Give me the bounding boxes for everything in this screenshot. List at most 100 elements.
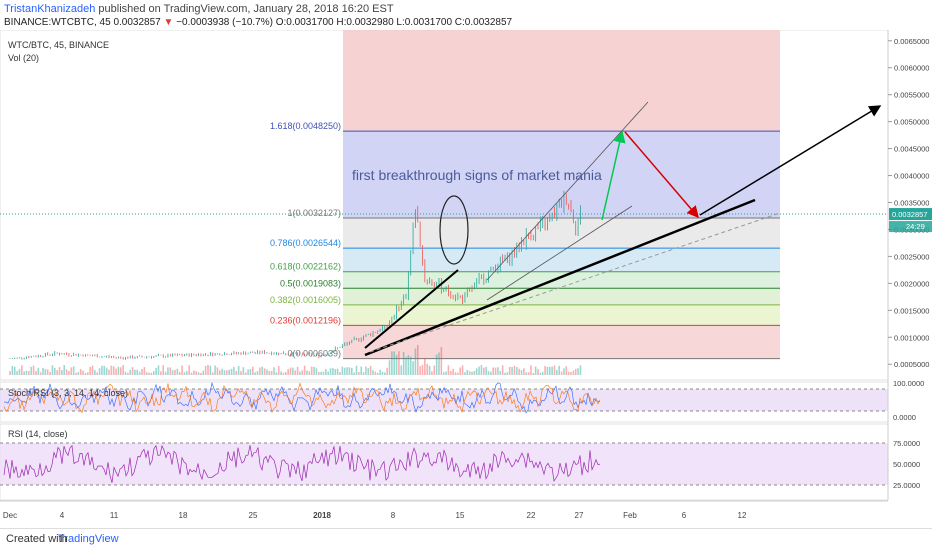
volume-bar bbox=[362, 372, 365, 375]
rsi-tick-label: 50.0000 bbox=[893, 460, 920, 469]
volume-bar bbox=[237, 366, 240, 375]
change-down-icon: ▼ bbox=[163, 17, 174, 28]
volume-bar bbox=[310, 366, 313, 375]
x-tick-label: 12 bbox=[738, 511, 747, 520]
x-tick-label: 4 bbox=[60, 511, 65, 520]
volume-bar bbox=[292, 367, 294, 375]
volume-bar bbox=[556, 370, 558, 375]
volume-bar bbox=[138, 371, 141, 375]
volume-bar bbox=[209, 365, 212, 375]
rsi-band bbox=[0, 443, 888, 485]
volume-bar bbox=[431, 371, 433, 375]
rsi-line bbox=[3, 444, 601, 483]
last-price-badge-text: 0.0032857 bbox=[892, 210, 927, 219]
volume-bar bbox=[341, 366, 344, 375]
volume-bar bbox=[485, 366, 487, 375]
volume-bar bbox=[183, 372, 186, 375]
volume-bar bbox=[372, 370, 374, 375]
volume-bar bbox=[452, 368, 454, 375]
volume-bar bbox=[256, 371, 259, 375]
volume-bar bbox=[383, 372, 386, 375]
volume-bar bbox=[567, 371, 570, 375]
volume-bar bbox=[570, 372, 572, 375]
volume-bar bbox=[490, 371, 492, 375]
volume-bar bbox=[75, 372, 77, 375]
chart-area[interactable]: 1.618(0.0048250) 1(0.0032127) 0.786(0.0026… bbox=[0, 29, 932, 528]
stoch-rsi-label: Stoch RSI (3, 3, 14, 14, close) bbox=[8, 388, 128, 398]
volume-bar bbox=[487, 371, 490, 375]
volume-bar bbox=[160, 371, 162, 375]
volume-bar bbox=[454, 372, 457, 375]
volume-bar bbox=[244, 372, 247, 375]
volume-bar bbox=[275, 372, 278, 375]
volume-bar bbox=[157, 365, 160, 375]
volume-bar bbox=[492, 367, 495, 375]
black-projection-arrow bbox=[699, 105, 882, 216]
fib-level-label: 0.5(0.0019083) bbox=[280, 278, 341, 288]
volume-bar bbox=[301, 370, 304, 375]
volume-bar bbox=[501, 365, 504, 375]
volume-bar bbox=[91, 365, 94, 375]
footer: Created with TradingView bbox=[0, 528, 932, 551]
volume-bar bbox=[174, 369, 176, 375]
y-tick-label: 0.0060000 bbox=[894, 64, 929, 73]
volume-bar bbox=[70, 367, 73, 375]
channel-lower-line bbox=[486, 205, 633, 301]
volume-bar bbox=[527, 372, 530, 375]
volume-bar bbox=[23, 371, 25, 375]
volume-bar bbox=[145, 372, 148, 375]
volume-bar bbox=[511, 367, 513, 375]
volume-bar bbox=[263, 368, 266, 375]
volume-bar bbox=[428, 365, 431, 375]
volume-bar bbox=[548, 366, 551, 375]
volume-bar bbox=[171, 370, 174, 375]
volume-bar bbox=[325, 369, 327, 375]
volume-bar bbox=[296, 366, 299, 375]
mania-circle bbox=[439, 195, 469, 265]
volume-bar bbox=[395, 354, 398, 375]
volume-bar bbox=[376, 372, 379, 375]
y-tick-label: 0.0010000 bbox=[894, 333, 929, 342]
volume-bar bbox=[494, 367, 497, 375]
volume-bar bbox=[115, 368, 117, 375]
volume-bar bbox=[84, 372, 87, 375]
volume-bar bbox=[58, 367, 61, 375]
volume-bar bbox=[367, 368, 370, 375]
fib-level-label: 0.786(0.0026544) bbox=[270, 238, 341, 248]
volume-bar bbox=[44, 369, 47, 375]
stoch-d-line bbox=[3, 382, 601, 414]
volume-bar bbox=[37, 367, 40, 375]
volume-bar bbox=[416, 344, 419, 375]
author-link[interactable]: TristanKhanizadeh bbox=[4, 3, 96, 15]
volume-bar bbox=[228, 369, 231, 375]
volume-bar bbox=[96, 372, 99, 375]
main-support-trendline bbox=[364, 198, 756, 357]
volume-bar bbox=[200, 372, 202, 375]
volume-bar bbox=[497, 367, 499, 375]
volume-bar bbox=[400, 365, 403, 375]
dashed-trendline bbox=[369, 212, 781, 353]
volume-bar bbox=[360, 366, 363, 375]
volume-bar bbox=[473, 370, 476, 375]
volume-bar bbox=[523, 368, 525, 375]
volume-bar bbox=[358, 371, 360, 375]
y-tick-label: 0.0050000 bbox=[894, 118, 929, 127]
volume-bar bbox=[11, 365, 14, 375]
volume-bar bbox=[51, 365, 54, 375]
volume-bar bbox=[143, 367, 146, 375]
x-tick-label: 2018 bbox=[313, 511, 331, 520]
volume-bar bbox=[426, 363, 429, 375]
volume-bar bbox=[560, 371, 563, 375]
x-tick-label: 27 bbox=[575, 511, 584, 520]
fib-level-label: 0(0.0006039) bbox=[287, 349, 341, 359]
chart-svg[interactable]: 1.618(0.0048250) 1(0.0032127) 0.786(0.0026… bbox=[0, 29, 932, 528]
tradingview-logo[interactable]: TradingView bbox=[58, 533, 119, 545]
volume-bar bbox=[89, 366, 91, 375]
created-with-text: Created with bbox=[6, 533, 68, 545]
volume-bar bbox=[284, 372, 287, 375]
volume-bar bbox=[101, 365, 103, 375]
volume-bar bbox=[42, 367, 44, 375]
volume-bar bbox=[53, 367, 56, 375]
chart-title: WTC/BTC, 45, BINANCE bbox=[8, 40, 109, 50]
annotation-text: first breakthrough signs of market mania bbox=[352, 167, 602, 183]
